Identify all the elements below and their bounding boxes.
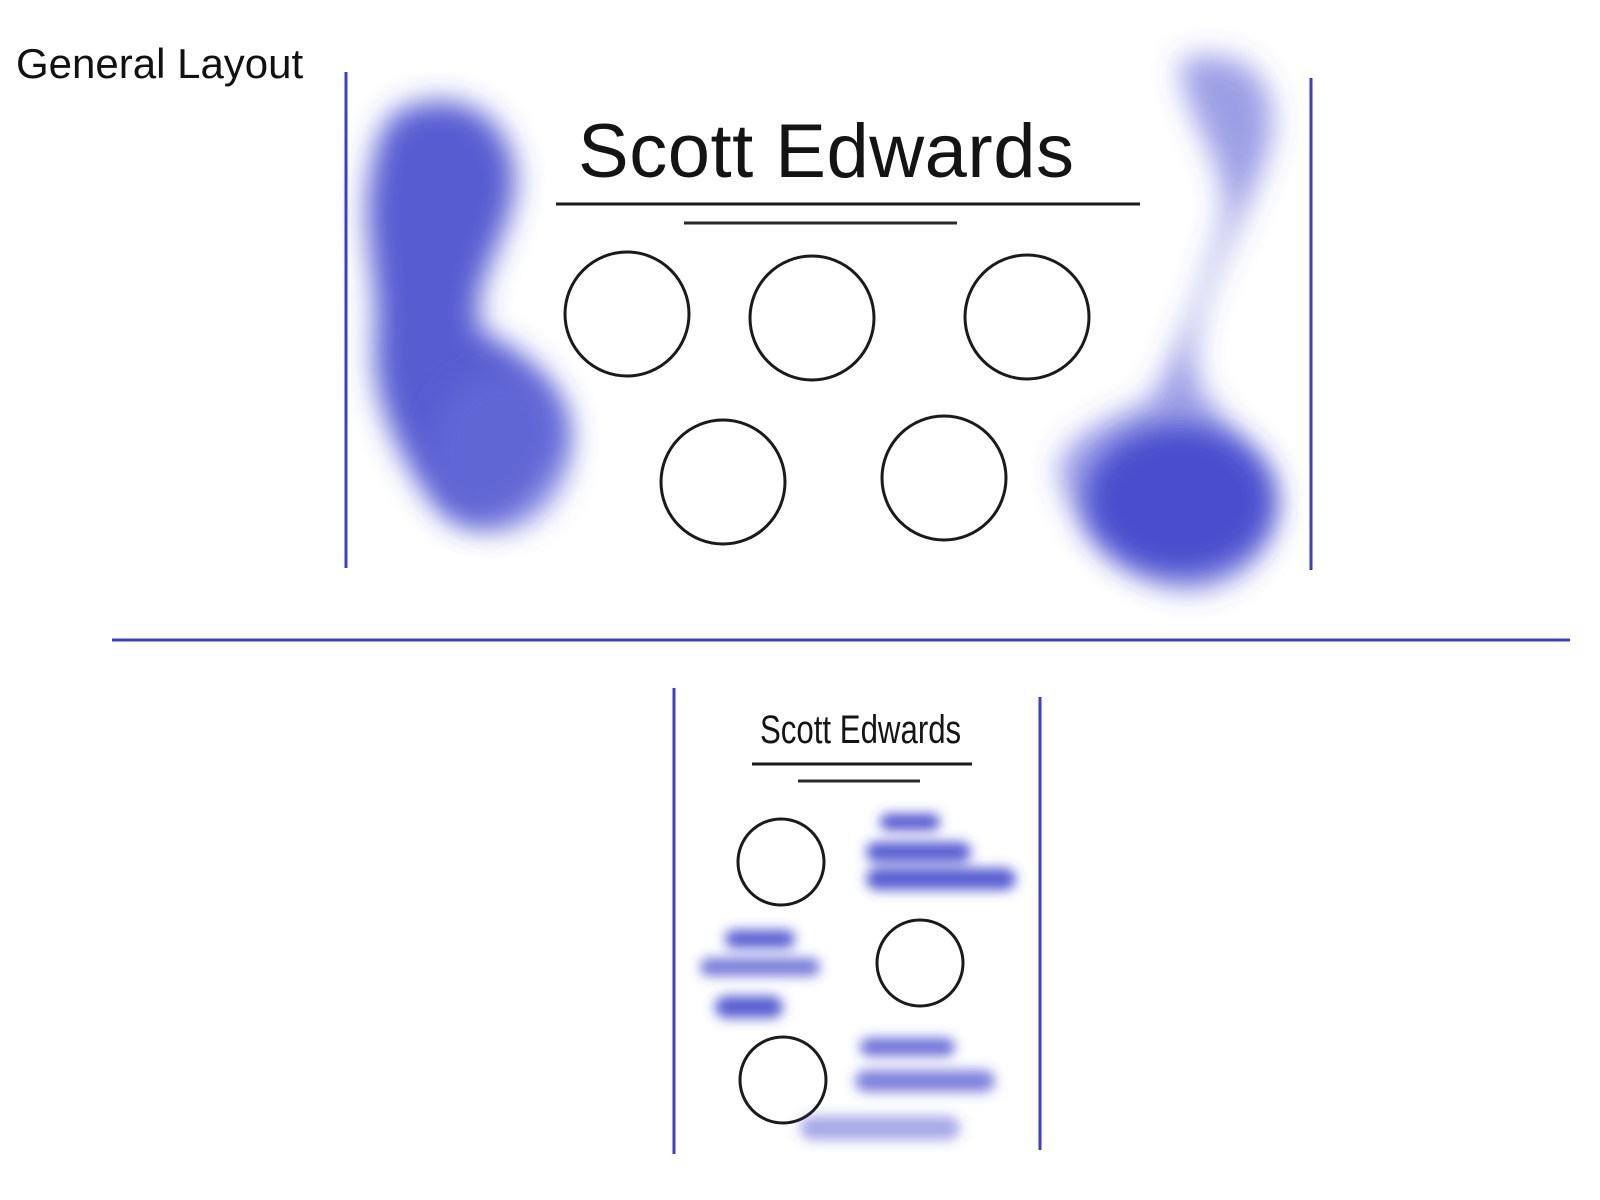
mobile-text-block-3: [800, 1038, 995, 1140]
desktop-circle-3: [963, 253, 1091, 381]
desktop-right-brush-dense: [1085, 425, 1275, 575]
desktop-circle-1: [563, 250, 691, 378]
mobile-text-block-1: [866, 814, 1016, 890]
mobile-name-heading: Scott Edwards: [760, 708, 962, 752]
mobile-text-block-2: [700, 930, 820, 1018]
mobile-circle-2: [875, 918, 965, 1008]
desktop-circle-5: [880, 414, 1008, 542]
mobile-circle-1: [736, 817, 826, 907]
desktop-circle-4: [659, 418, 787, 546]
desktop-circle-2: [748, 254, 876, 382]
diagram-title: General Layout: [16, 40, 304, 87]
desktop-name-heading: Scott Edwards: [578, 109, 1075, 194]
desktop-layout: [344, 55, 1313, 591]
mobile-layout: [672, 688, 1042, 1154]
mobile-circle-3: [738, 1035, 828, 1125]
desktop-left-brush-fade: [430, 370, 570, 530]
